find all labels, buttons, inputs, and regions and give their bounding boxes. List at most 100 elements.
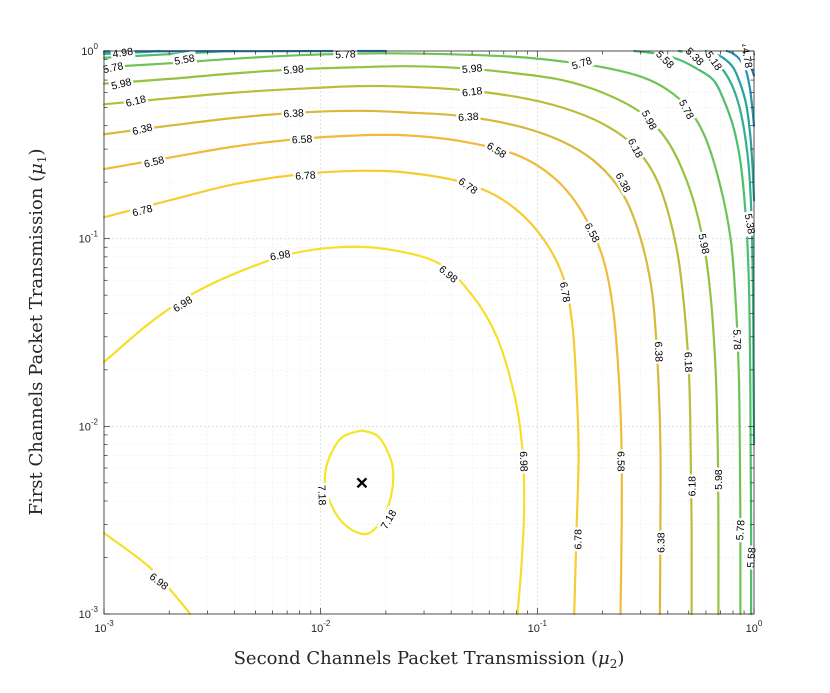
x-tick-label: 10-1	[528, 619, 548, 635]
contour-label-text: 5.58	[173, 52, 195, 67]
contour-label: 4.98	[109, 44, 136, 61]
contour-label-bg	[652, 46, 679, 73]
contour-label-text: 6.38	[652, 341, 665, 362]
x-axis-title-subscript: 2	[610, 657, 618, 671]
contour-label-text: 5.98	[110, 76, 133, 93]
contour-label: 5.98	[459, 60, 485, 76]
contour-label-bg	[376, 505, 400, 533]
contour-label-bg	[638, 106, 662, 134]
y-tick-label: 100	[81, 42, 98, 58]
contour-label: 6.98	[267, 246, 294, 264]
x-axis-title-symbol: μ	[598, 648, 610, 669]
contour-label-bg	[333, 46, 358, 62]
contour-label-bg	[292, 167, 318, 183]
contour-label-bg	[107, 74, 135, 93]
contour-label-bg	[128, 119, 156, 139]
contour-label-text: 5.78	[335, 48, 356, 61]
contour-label-bg	[732, 517, 748, 543]
contour-lines	[102, 49, 756, 616]
minor-grid	[104, 51, 754, 614]
contour-label-bg	[685, 474, 699, 499]
contour-label-bg	[675, 95, 699, 123]
contour-line-5-78	[102, 52, 742, 616]
contour-label-text: 6.38	[655, 532, 667, 553]
contour-label: 5.58	[171, 50, 198, 68]
y-tick-label: 10-3	[79, 605, 99, 621]
contour-label-bg	[695, 230, 714, 257]
contour-label: 6.18	[459, 83, 485, 100]
contour-label-bg	[682, 43, 709, 70]
contour-label-bg	[267, 246, 294, 264]
contour-label-bg	[459, 83, 485, 100]
contour-label-bg	[568, 52, 596, 73]
contour-label-text: 5.98	[461, 62, 483, 76]
contour-label: 5.98	[281, 61, 307, 77]
contour-label-bg	[109, 44, 136, 61]
contour-labels: 7.187.186.986.986.986.986.986.786.78 6.78…	[99, 40, 759, 594]
plot-frame	[103, 50, 755, 615]
contour-line-7-18	[323, 429, 395, 536]
contour-label: 5.78	[732, 517, 748, 543]
contour-label-text: 5.98	[713, 469, 725, 490]
contour-label-bg	[99, 58, 127, 77]
contour-label: 6.38	[455, 109, 481, 124]
contour-label: 6.78	[570, 527, 584, 552]
contour-label: 6.58	[615, 449, 629, 474]
contour-label-bg	[281, 105, 306, 121]
y-tick-label: 10-2	[79, 417, 99, 433]
contour-label-text: 6.78	[572, 529, 584, 550]
contour-label-bg	[581, 218, 604, 247]
contour-label: 6.98	[517, 449, 532, 474]
contour-label-bg	[122, 91, 149, 110]
contour-label-bg	[624, 134, 648, 162]
contour-label-bg	[701, 46, 727, 75]
contour-label-text: 6.58	[292, 133, 313, 146]
contour-label-bg	[570, 527, 584, 552]
x-axis-title-end: )	[617, 648, 624, 669]
contour-label: 5.98	[107, 74, 135, 93]
contour-line-6-78	[102, 169, 580, 616]
x-axis-title-text: Second Channels Packet Transmission (	[234, 648, 598, 669]
contour-label-text: 6.18	[681, 352, 694, 373]
contour-label-text: 6.78	[131, 203, 154, 220]
contour-label: 6.18	[122, 91, 149, 110]
contour-label: 6.78	[557, 279, 575, 305]
contour-label: 7.18	[315, 482, 330, 508]
contour-label-text: 5.38	[742, 213, 757, 235]
x-tick-label: 100	[746, 619, 763, 635]
contour-label: 6.38	[281, 105, 306, 121]
contour-label-bg	[315, 482, 330, 508]
contour-label-text: 5.98	[283, 63, 305, 77]
y-axis-title: First Channels Packet Transmission (μ1)	[26, 148, 49, 515]
contour-line-5-58	[633, 49, 753, 616]
contour-label-bg	[145, 568, 173, 594]
y-axis-title-text: First Channels Packet Transmission (	[26, 175, 47, 516]
contour-label-text: 6.98	[517, 451, 530, 472]
contour-line-6-38	[102, 109, 662, 616]
contour-label-bg	[454, 173, 482, 198]
contour-label-bg	[612, 168, 635, 196]
contour-label: 5.78	[730, 327, 745, 352]
contour-label-text: 7.18	[315, 485, 328, 506]
contour-label-bg	[459, 60, 485, 76]
contour-label: 5.78	[99, 58, 127, 77]
contour-label-bg	[483, 137, 511, 162]
contour-label-text: 6.98	[269, 248, 291, 263]
contour-label: 6.38	[653, 530, 667, 555]
contour-label-bg	[730, 327, 745, 352]
contour-label-text: 6.78	[557, 281, 572, 303]
contour-label: 6.18	[681, 349, 696, 375]
axis-ticks: 10-310-3 10-2 10-2 10-1 10-1 100 100	[79, 42, 763, 635]
contour-line-6-98	[102, 245, 526, 616]
contour-label: 6.18	[685, 474, 699, 499]
contour-label-text: 6.78	[295, 169, 316, 182]
contour-label-bg	[171, 50, 198, 68]
contour-label-text: 5.78	[730, 329, 743, 350]
contour-label-text: 6.18	[687, 476, 699, 497]
contour-label-text: 5.98	[695, 233, 711, 256]
contour-line-6-18	[102, 84, 693, 616]
plot-area	[104, 51, 754, 614]
contour-label-bg	[711, 467, 725, 492]
y-axis-title-subscript: 1	[35, 155, 49, 163]
